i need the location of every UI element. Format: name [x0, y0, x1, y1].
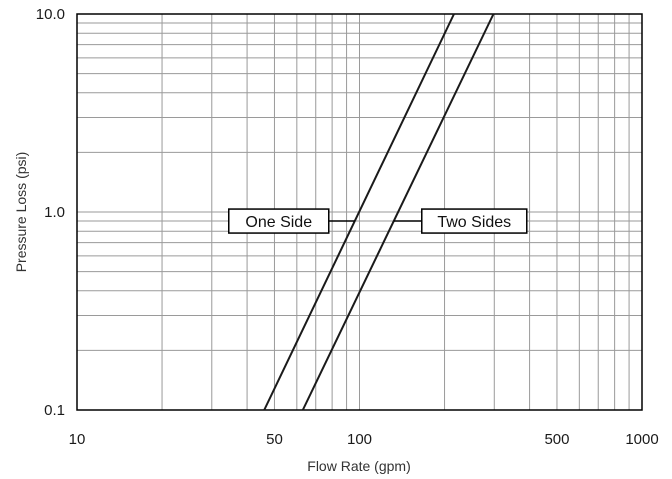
x-axis-title: Flow Rate (gpm) — [307, 458, 410, 474]
plot-frame — [76, 13, 643, 411]
callout-box-two-sides — [421, 208, 528, 234]
series-line-two-sides — [301, 13, 495, 411]
x-tick-label: 10 — [69, 431, 86, 448]
callout-label-one-side: One Side — [245, 214, 312, 231]
callout-box-one-side — [228, 208, 330, 234]
callout-label-two-sides: Two Sides — [437, 214, 511, 231]
grid-lines — [77, 14, 642, 410]
y-tick-label: 0.1 — [44, 402, 65, 419]
y-tick-label: 1.0 — [44, 204, 65, 221]
series-line-one-side — [263, 13, 455, 411]
y-axis-title: Pressure Loss (psi) — [13, 152, 29, 273]
series-callouts: One Side Two Sides — [228, 208, 528, 234]
x-tick-label: 1000 — [625, 431, 658, 448]
x-tick-label: 100 — [347, 431, 372, 448]
x-tick-label: 50 — [266, 431, 283, 448]
x-tick-label: 500 — [544, 431, 569, 448]
y-tick-label: 10.0 — [36, 6, 65, 23]
tick-labels: 10 50 100 500 1000 0.1 1.0 10.0 — [36, 6, 659, 448]
series-lines — [263, 13, 495, 411]
